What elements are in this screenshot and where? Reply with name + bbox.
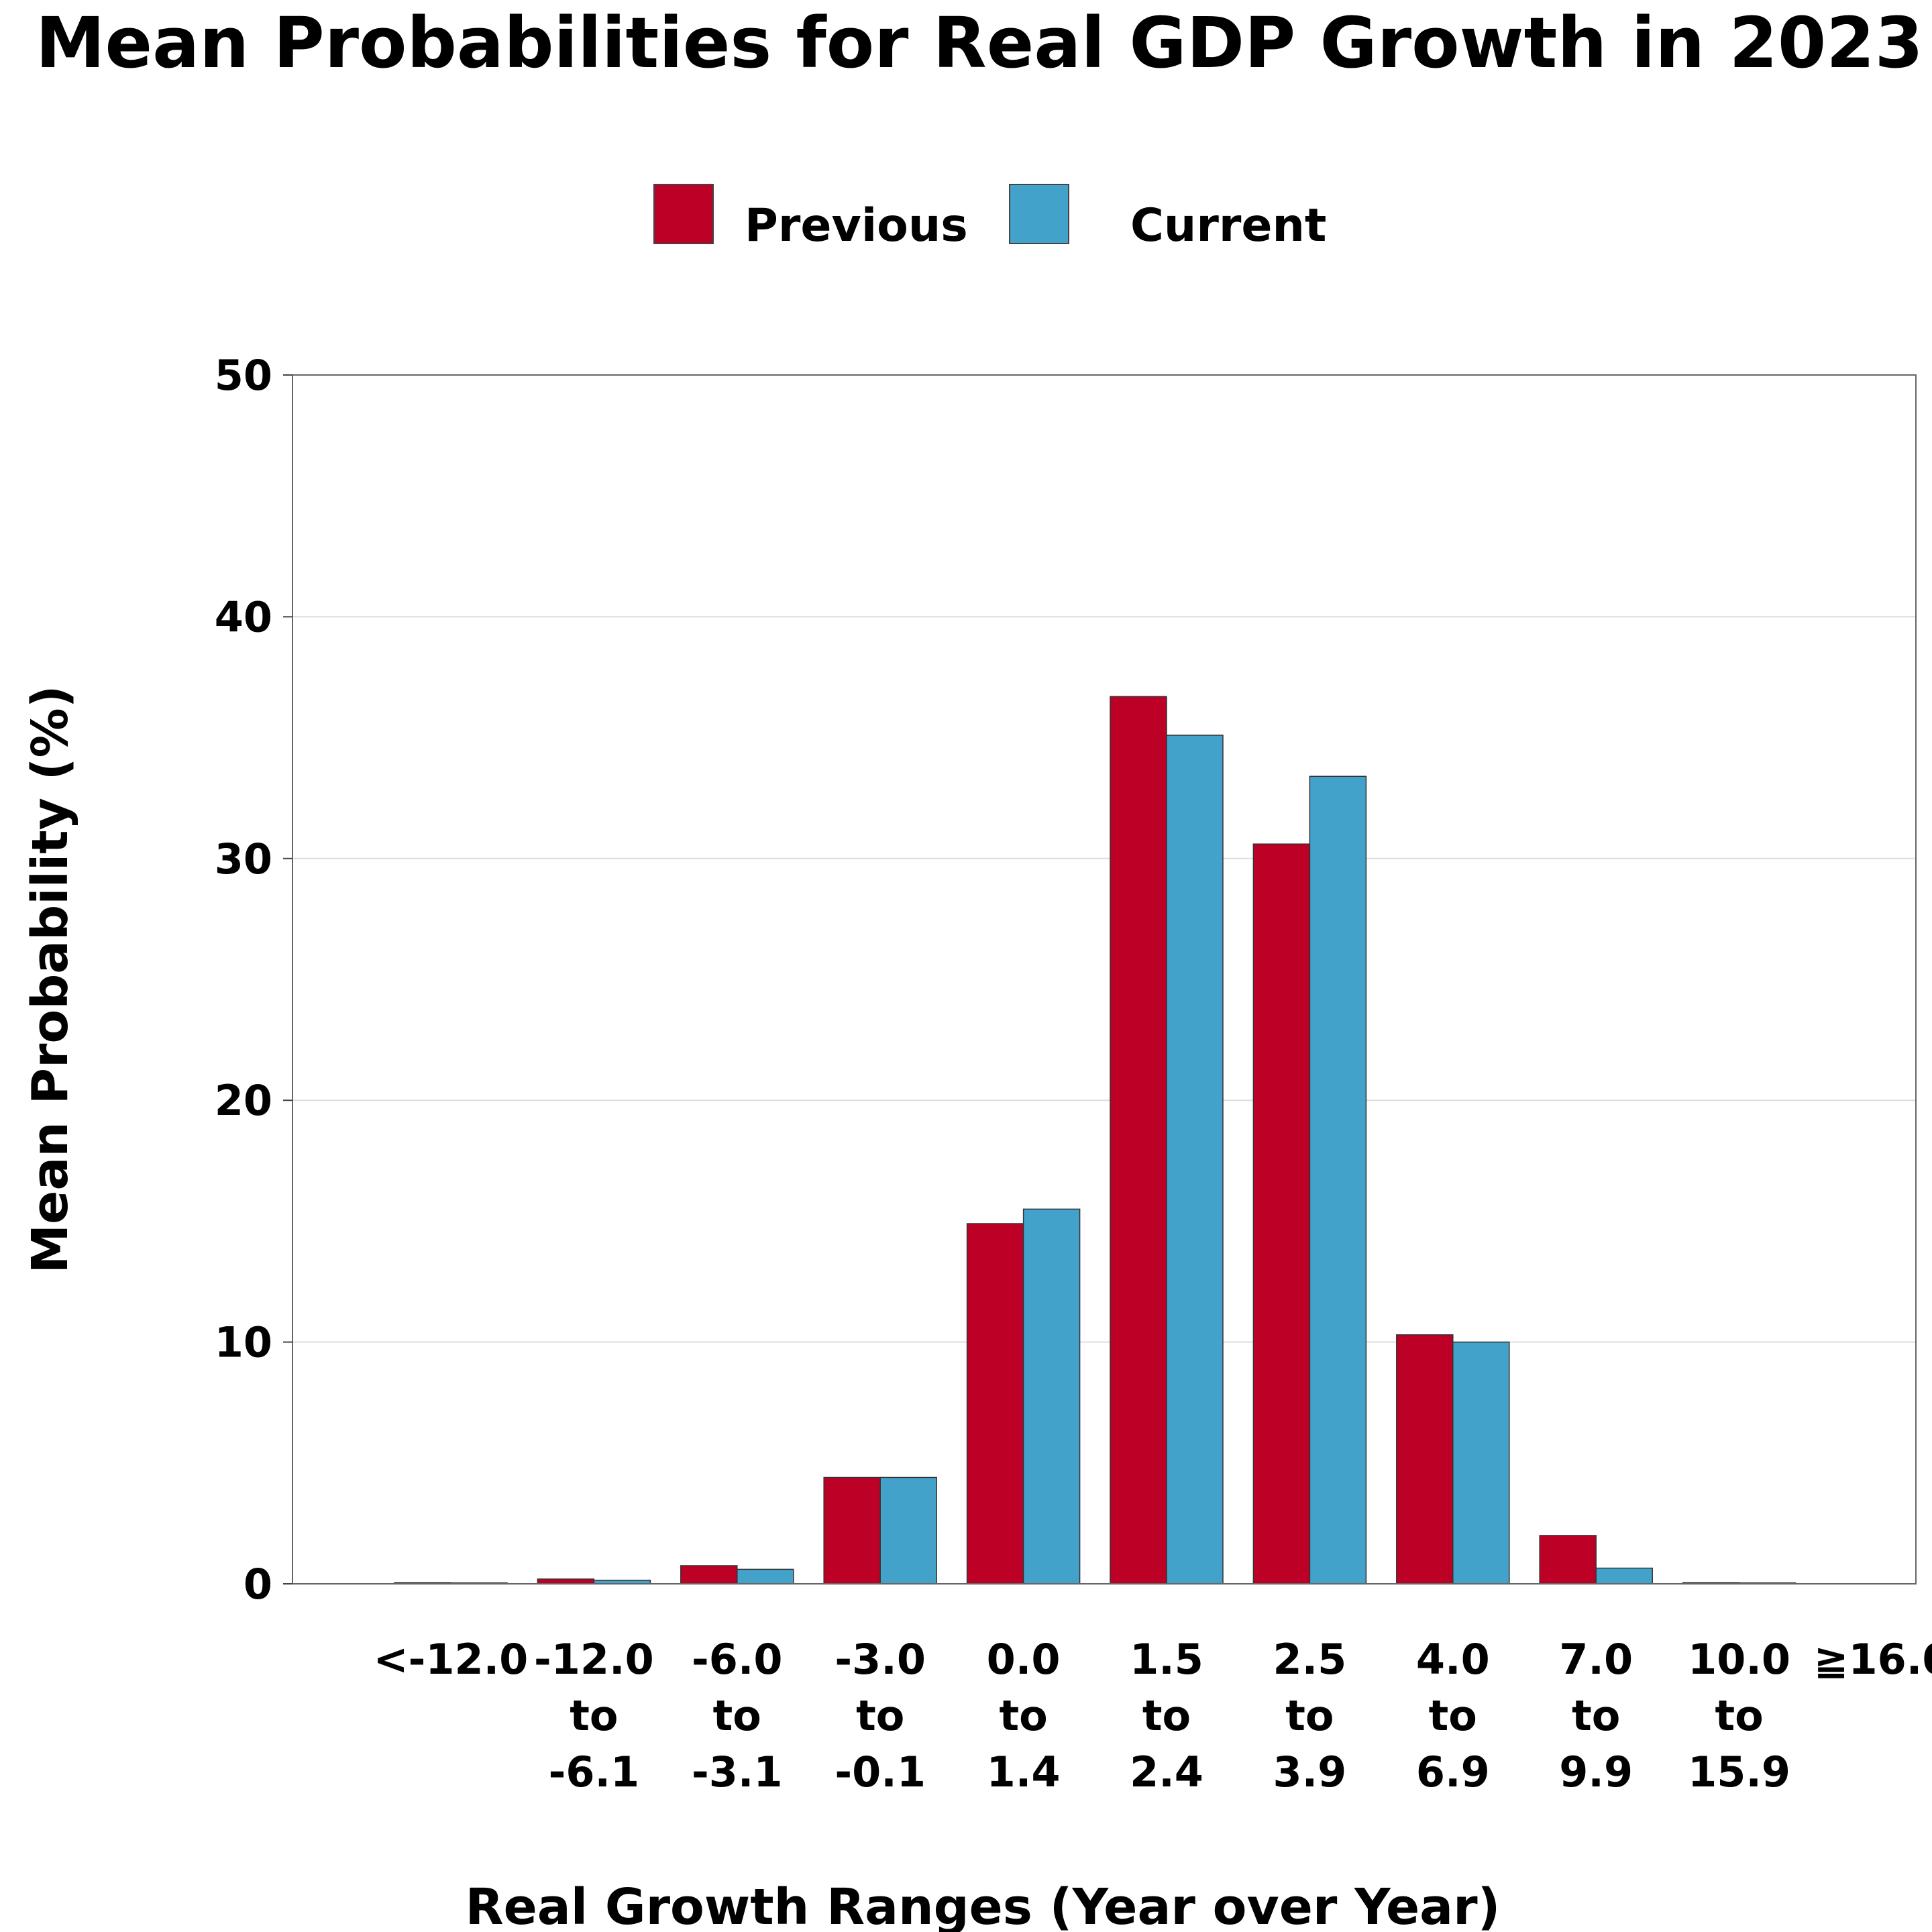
bar-current-2 bbox=[737, 1568, 794, 1585]
x-tick-label: 10.0 to 15.9 bbox=[1688, 1635, 1790, 1796]
bar-previous-3 bbox=[823, 1477, 881, 1585]
x-tick-label: 7.0 to 9.9 bbox=[1559, 1635, 1633, 1796]
x-axis-label: Real Growth Ranges (Year over Year) bbox=[466, 1878, 1501, 1932]
bar-previous-7 bbox=[1396, 1334, 1454, 1585]
bar-current-5 bbox=[1166, 735, 1224, 1585]
x-tick-label: <-12.0 bbox=[374, 1635, 529, 1684]
bar-current-7 bbox=[1452, 1341, 1510, 1585]
bar-previous-1 bbox=[537, 1578, 595, 1585]
bar-previous-2 bbox=[680, 1565, 738, 1585]
legend-swatch-current bbox=[1009, 184, 1069, 244]
x-tick-label: -3.0 to -0.1 bbox=[835, 1635, 926, 1796]
legend-label-current: Current bbox=[1130, 199, 1326, 252]
y-tick-label: 40 bbox=[215, 592, 272, 641]
legend-label-previous: Previous bbox=[745, 199, 968, 252]
bar-previous-6 bbox=[1252, 843, 1311, 1585]
bar-current-3 bbox=[879, 1477, 937, 1585]
x-tick-label: 2.5 to 3.9 bbox=[1273, 1635, 1346, 1796]
chart-title: Mean Probabilities for Real GDP Growth i… bbox=[36, 2, 1923, 84]
x-tick-label: -6.0 to -3.1 bbox=[692, 1635, 783, 1796]
y-tick-label: 10 bbox=[215, 1318, 272, 1367]
y-axis-ticks: 0 10 20 30 40 50 bbox=[215, 351, 292, 1609]
y-tick-label: 20 bbox=[215, 1076, 272, 1125]
bar-current-6 bbox=[1309, 775, 1367, 1585]
x-tick-label: -12.0 to -6.1 bbox=[534, 1635, 654, 1796]
legend-swatch-previous bbox=[653, 184, 714, 244]
bar-current-8 bbox=[1595, 1567, 1653, 1585]
y-axis-label: Mean Probability (%) bbox=[21, 686, 79, 1274]
x-tick-label: 4.0 to 6.9 bbox=[1416, 1635, 1490, 1796]
bars bbox=[394, 696, 1796, 1585]
y-tick-label: 0 bbox=[244, 1560, 272, 1609]
x-axis-ticks: <-12.0 -12.0 to -6.1 -6.0 to -3.1 -3.0 to -0.1 0.0… bbox=[374, 1635, 1932, 1796]
gridlines bbox=[292, 616, 1916, 1343]
x-tick-label: ≧16.0 bbox=[1814, 1635, 1932, 1684]
bar-current-4 bbox=[1022, 1208, 1081, 1585]
bar-previous-5 bbox=[1110, 696, 1167, 1585]
bar-previous-8 bbox=[1539, 1535, 1597, 1585]
legend: Previous Current bbox=[653, 184, 1326, 252]
plot-frame bbox=[292, 374, 1917, 1585]
bar-previous-4 bbox=[966, 1223, 1024, 1585]
x-tick-label: 0.0 to 1.4 bbox=[987, 1635, 1061, 1796]
y-tick-label: 30 bbox=[215, 835, 272, 883]
y-tick-label: 50 bbox=[215, 351, 272, 400]
x-tick-label: 1.5 to 2.4 bbox=[1130, 1635, 1203, 1796]
